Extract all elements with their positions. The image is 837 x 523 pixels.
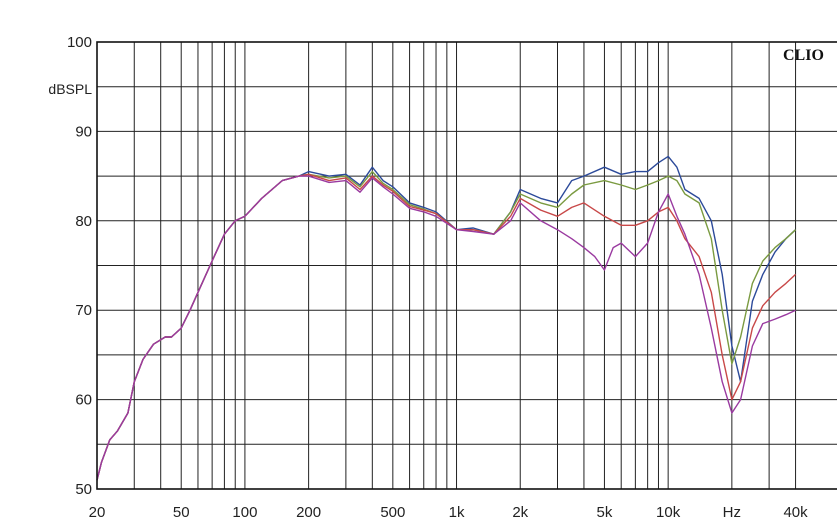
y-tick-label: 70	[75, 302, 92, 319]
x-tick-label: 10k	[656, 504, 681, 521]
plot-frame	[96, 41, 837, 490]
clio-brand-label: CLIO	[783, 47, 824, 64]
x-tick-label: 100	[232, 504, 257, 521]
x-tick-label: 40k	[783, 504, 808, 521]
series-line-4	[96, 175, 796, 481]
x-tick-label: 50	[173, 504, 190, 521]
y-tick-label: 80	[75, 213, 92, 230]
x-tick-label: 500	[380, 504, 405, 521]
label-layer: 100 90 80 70 60 50 20 50 100 200 500 1k 2k 5k 10k 40k	[67, 34, 808, 521]
x-tick-label: 5k	[597, 504, 613, 521]
x-axis-unit-label: Hz	[723, 504, 741, 521]
series-layer	[96, 155, 797, 481]
x-tick-label: 1k	[449, 504, 465, 521]
y-axis-unit-label: dBSPL	[48, 81, 92, 97]
series-line-1	[96, 155, 797, 481]
y-tick-label: 60	[75, 392, 92, 409]
y-tick-label: 90	[75, 123, 92, 140]
y-tick-label: 50	[75, 481, 92, 498]
x-tick-label: 20	[89, 504, 106, 521]
series-line-2	[96, 170, 797, 481]
x-tick-label: 200	[296, 504, 321, 521]
y-tick-label: 100	[67, 34, 92, 51]
grid-layer	[97, 42, 837, 489]
x-tick-label: 2k	[512, 504, 528, 521]
